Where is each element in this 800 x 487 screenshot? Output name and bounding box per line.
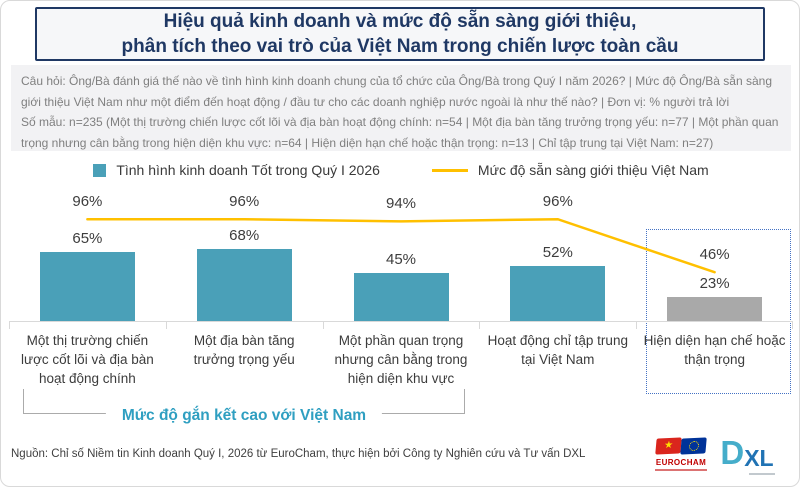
dxl-tagline-strip xyxy=(749,473,775,475)
eurocham-logo: ★ EUROCHAM xyxy=(653,437,709,482)
line-value-label: 96% xyxy=(72,193,103,211)
page-title-line2: phân tích theo vai trò của Việt Nam tron… xyxy=(121,36,679,57)
chart: 65% 96% Một thị trường chiến lược cốt lõi … xyxy=(9,189,793,401)
line-swatch-icon xyxy=(431,168,468,172)
bar-value-label: 45% xyxy=(385,251,417,269)
axis-tick-icon xyxy=(792,321,793,329)
x-axis-line xyxy=(9,321,793,322)
bar xyxy=(510,265,606,321)
eu-flag-icon xyxy=(680,437,707,455)
referral-line xyxy=(86,217,716,274)
highlight-box xyxy=(646,229,791,394)
eurocham-tagline-strip xyxy=(655,469,707,471)
survey-meta: Câu hỏi: Ông/Bà đánh giá thế nào về tình… xyxy=(11,65,791,151)
axis-tick-icon xyxy=(479,321,481,329)
page-title-line1: Hiệu quả kinh doanh và mức độ sẵn sàng g… xyxy=(163,11,637,32)
bracket-label: Mức độ gắn kết cao với Việt Nam xyxy=(105,407,383,425)
bar-value-label: 68% xyxy=(229,226,260,244)
chart-legend: Tình hình kinh doanh Tốt trong Quý I 202… xyxy=(1,157,799,183)
legend-item-bar: Tình hình kinh doanh Tốt trong Quý I 202… xyxy=(93,162,380,178)
eurocham-flags-icon: ★ xyxy=(653,437,709,456)
eurocham-wordmark: EUROCHAM xyxy=(655,458,707,467)
axis-tick-icon xyxy=(9,321,10,329)
category-label: Hiện diện hạn chế hoặc thận trọng xyxy=(643,333,786,367)
line-value-label: 94% xyxy=(385,195,417,213)
category-label: Một phần quan trọng nhưng cân bằng trong… xyxy=(334,333,468,386)
bar xyxy=(39,252,135,321)
category-label: Một thị trường chiến lược cốt lõi và địa… xyxy=(21,333,154,386)
dxl-logo-d: D xyxy=(720,434,745,471)
line-value-label: 96% xyxy=(542,193,573,211)
bar xyxy=(353,273,449,321)
vietnam-flag-icon: ★ xyxy=(655,437,682,455)
category-label: Một địa bàn tăng trưởng trọng yếu xyxy=(193,333,295,367)
bar-value-label: 52% xyxy=(542,243,573,261)
line-value-label: 96% xyxy=(229,193,260,211)
legend-line-label: Mức độ sẵn sàng giới thiệu Việt Nam xyxy=(477,162,709,178)
category-label: Hoạt động chỉ tập trung tại Việt Nam xyxy=(487,333,628,367)
dxl-logo: D XL xyxy=(717,435,777,481)
eu-stars-icon xyxy=(688,440,699,452)
bar xyxy=(667,296,763,321)
title-box: Hiệu quả kinh doanh và mức độ sẵn sàng g… xyxy=(35,7,765,61)
axis-tick-icon xyxy=(165,321,167,329)
bar xyxy=(196,248,292,321)
engagement-bracket: Mức độ gắn kết cao với Việt Nam xyxy=(23,389,465,425)
bar-swatch-icon xyxy=(93,163,107,177)
bar-value-label: 23% xyxy=(699,274,730,292)
source-note: Nguồn: Chỉ số Niềm tin Kinh doanh Quý I,… xyxy=(11,448,586,460)
survey-question: Câu hỏi: Ông/Bà đánh giá thế nào về tình… xyxy=(21,74,773,109)
dxl-logo-xl: XL xyxy=(744,445,774,471)
legend-item-line: Mức độ sẵn sàng giới thiệu Việt Nam xyxy=(431,162,709,178)
survey-sample: Số mẫu: n=235 (Một thị trường chiến lược… xyxy=(21,115,779,150)
axis-tick-icon xyxy=(636,321,638,329)
axis-tick-icon xyxy=(322,321,324,329)
legend-bar-label: Tình hình kinh doanh Tốt trong Quý I 202… xyxy=(116,162,380,178)
line-value-label: 46% xyxy=(699,246,730,264)
bar-value-label: 65% xyxy=(72,230,103,248)
